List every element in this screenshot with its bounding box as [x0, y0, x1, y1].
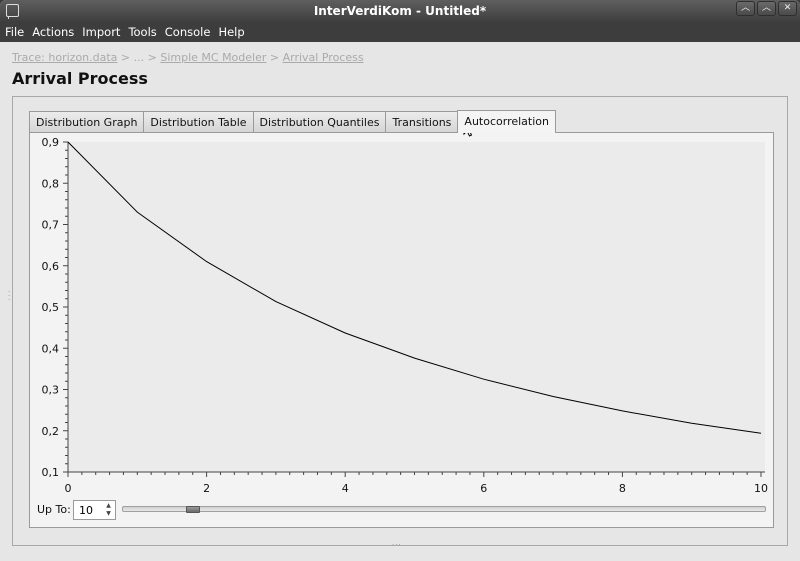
series-line	[67, 141, 762, 434]
tab-bar: Distribution Graph Distribution Table Di…	[29, 110, 556, 133]
tab-distribution-table[interactable]: Distribution Table	[143, 111, 254, 133]
window-controls: ︿ ︿ ✕	[736, 1, 797, 16]
upto-value: 10	[79, 504, 93, 517]
menu-console[interactable]: Console	[164, 25, 211, 39]
x-tick-label: 2	[203, 482, 210, 495]
menu-help[interactable]: Help	[218, 25, 245, 39]
breadcrumb-separator: > ... >	[117, 51, 161, 64]
tab-autocorrelation[interactable]: Autocorrelation	[457, 110, 556, 133]
x-axis: 0 2 4 6 8 10	[65, 471, 768, 495]
menu-file[interactable]: File	[5, 25, 25, 39]
y-tick-label: 0,3	[42, 384, 60, 397]
x-tick-label: 0	[65, 482, 72, 495]
spinner-up-icon[interactable]: ▲	[106, 502, 111, 509]
lag-slider-track[interactable]	[122, 506, 766, 512]
plot-area	[68, 142, 765, 472]
y-tick-label: 0,1	[42, 466, 60, 479]
y-tick-label: 0,5	[42, 301, 60, 314]
breadcrumb: Trace: horizon.data > ... > Simple MC Mo…	[12, 51, 364, 64]
upto-spinner[interactable]: 10 ▲ ▼	[73, 500, 116, 520]
menu-tools[interactable]: Tools	[128, 25, 157, 39]
y-tick-label: 0,4	[42, 342, 60, 355]
x-tick-label: 8	[619, 482, 626, 495]
menu-bar: File Actions Import Tools Console Help	[0, 22, 800, 42]
tab-distribution-quantiles[interactable]: Distribution Quantiles	[252, 111, 387, 133]
close-button[interactable]: ✕	[778, 1, 797, 16]
page-title: Arrival Process	[12, 69, 148, 88]
x-tick-label: 4	[342, 482, 349, 495]
y-tick-label: 0,6	[42, 260, 60, 273]
app-icon	[6, 4, 19, 19]
breadcrumb-modeler-link[interactable]: Simple MC Modeler	[160, 51, 267, 64]
breadcrumb-current-link[interactable]: Arrival Process	[282, 51, 364, 64]
menu-import[interactable]: Import	[82, 25, 121, 39]
upto-label: Up To:	[37, 503, 71, 516]
minimize-button[interactable]: ︿	[736, 1, 755, 16]
lag-slider-handle[interactable]	[186, 506, 201, 513]
y-tick-label: 0,7	[42, 219, 60, 232]
splitter-grip-bottom-icon[interactable]: ···	[392, 541, 402, 549]
spinner-down-icon[interactable]: ▼	[106, 510, 111, 517]
maximize-button[interactable]: ︿	[757, 1, 776, 16]
tab-distribution-graph[interactable]: Distribution Graph	[29, 111, 145, 133]
y-tick-label: 0,9	[42, 136, 60, 149]
autocorrelation-chart: 0,1 0,2 0,3 0,4 0,5 0,6 0,7 0,8 0,9 0 2 4 6 8 10	[42, 136, 769, 495]
y-tick-label: 0,8	[42, 177, 60, 190]
x-tick-label: 10	[754, 482, 768, 495]
window-title: InterVerdiKom - Untitled*	[313, 4, 487, 18]
y-axis: 0,1 0,2 0,3 0,4 0,5 0,6 0,7 0,8 0,9	[42, 136, 69, 479]
x-tick-label: 6	[480, 482, 487, 495]
breadcrumb-trace-link[interactable]: Trace: horizon.data	[12, 51, 118, 64]
splitter-grip-left-icon[interactable]: · · ·	[8, 288, 11, 304]
breadcrumb-separator: >	[266, 51, 283, 64]
title-bar: InterVerdiKom - Untitled* ︿ ︿ ✕	[0, 0, 800, 22]
tab-transitions[interactable]: Transitions	[385, 111, 459, 133]
menu-actions[interactable]: Actions	[32, 25, 75, 39]
y-tick-label: 0,2	[42, 425, 60, 438]
